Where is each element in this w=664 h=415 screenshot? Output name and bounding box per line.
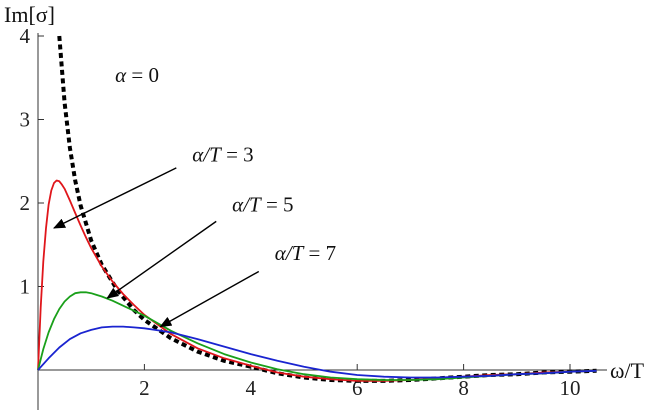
- x-tick-label: 8: [458, 376, 469, 400]
- annotation-arrow-a7: [159, 270, 260, 328]
- series-line-a7: [37, 325, 597, 379]
- annotation-label-alpha0: α = 0: [115, 63, 159, 87]
- x-tick-label: 4: [246, 376, 257, 400]
- x-tick-label: 2: [139, 376, 150, 400]
- series-line-alpha0: [57, 35, 597, 383]
- x-axis-label: ω/T: [610, 358, 645, 383]
- series-line-a5: [37, 291, 597, 381]
- series-line-a3: [37, 179, 597, 382]
- y-tick-label: 2: [20, 191, 31, 215]
- annotation-label-a7: α/T = 7: [275, 241, 336, 265]
- annotation-arrow-a5: [106, 220, 217, 299]
- y-axis-label: Im[σ]: [4, 2, 55, 27]
- annotation-label-a3: α/T = 3: [192, 142, 253, 166]
- x-tick-label: 6: [352, 376, 363, 400]
- annotation-layer: α = 0 α/T = 3 α/T = 5 α/T = 7: [53, 63, 336, 328]
- annotation-label-a5: α/T = 5: [232, 192, 293, 216]
- annotation-arrow-a3: [53, 167, 177, 229]
- y-tick-label: 4: [20, 24, 31, 48]
- series-layer: [37, 35, 597, 383]
- y-tick-label: 1: [20, 275, 31, 299]
- x-tick-label: 10: [560, 376, 581, 400]
- y-tick-label: 3: [20, 108, 31, 132]
